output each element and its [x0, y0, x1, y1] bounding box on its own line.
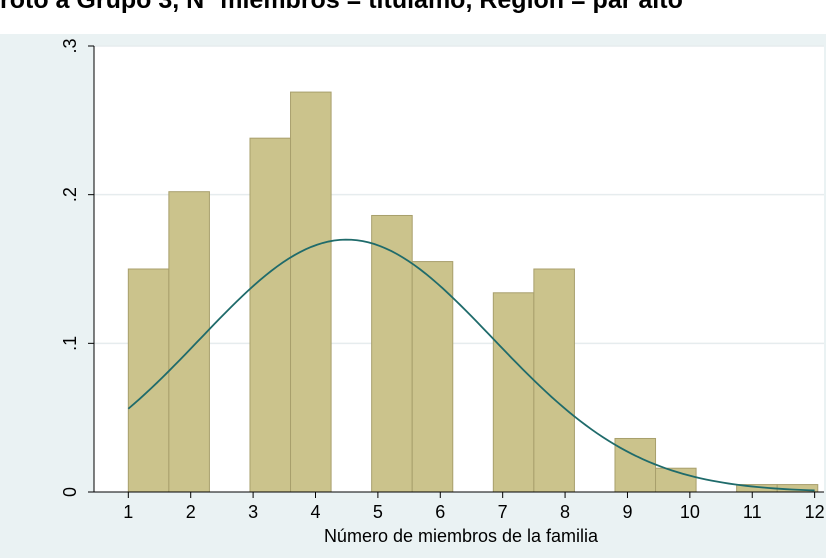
histogram-bar-4 — [290, 91, 332, 493]
y-ticks: 0 .1 .2 .3 — [60, 38, 94, 497]
histogram-bar-2 — [168, 191, 210, 493]
chart-title-fragment: roto a Grupo 3, Nº miembros = titulamo, … — [0, 0, 683, 14]
y-tick-label-3: .3 — [60, 38, 80, 53]
x-tick-label-5: 5 — [373, 502, 383, 522]
x-ticks: 1 2 3 4 5 6 7 8 9 10 11 12 — [123, 492, 825, 522]
x-tick-label-8: 8 — [560, 502, 570, 522]
x-tick-label-11: 11 — [743, 502, 762, 522]
histogram-bar-8 — [533, 268, 575, 493]
x-tick-label-12: 12 — [805, 502, 825, 522]
grid-lines — [94, 45, 824, 345]
histogram-bar-6 — [411, 261, 454, 493]
x-tick-label-9: 9 — [622, 502, 632, 522]
y-tick-label-1: .1 — [60, 336, 80, 351]
x-tick-label-10: 10 — [680, 502, 700, 522]
histogram-bar-5 — [371, 214, 413, 493]
histogram-bar-3 — [249, 137, 292, 493]
y-tick-label-2: .2 — [60, 187, 80, 202]
x-tick-label-7: 7 — [498, 502, 508, 522]
x-tick-label-3: 3 — [248, 502, 258, 522]
x-tick-label-1: 1 — [123, 502, 133, 522]
histogram-bar-1 — [127, 268, 170, 493]
x-axis-label: Número de miembros de la familia — [324, 526, 599, 546]
plot-area — [94, 46, 824, 492]
y-tick-label-0: 0 — [60, 487, 80, 497]
histogram-bar-7 — [492, 292, 535, 493]
bars — [127, 91, 819, 493]
x-tick-label-4: 4 — [310, 502, 320, 522]
histogram-bar-9 — [614, 437, 657, 493]
x-tick-label-6: 6 — [435, 502, 445, 522]
normal-density-curve — [127, 238, 815, 492]
x-tick-label-2: 2 — [186, 502, 196, 522]
